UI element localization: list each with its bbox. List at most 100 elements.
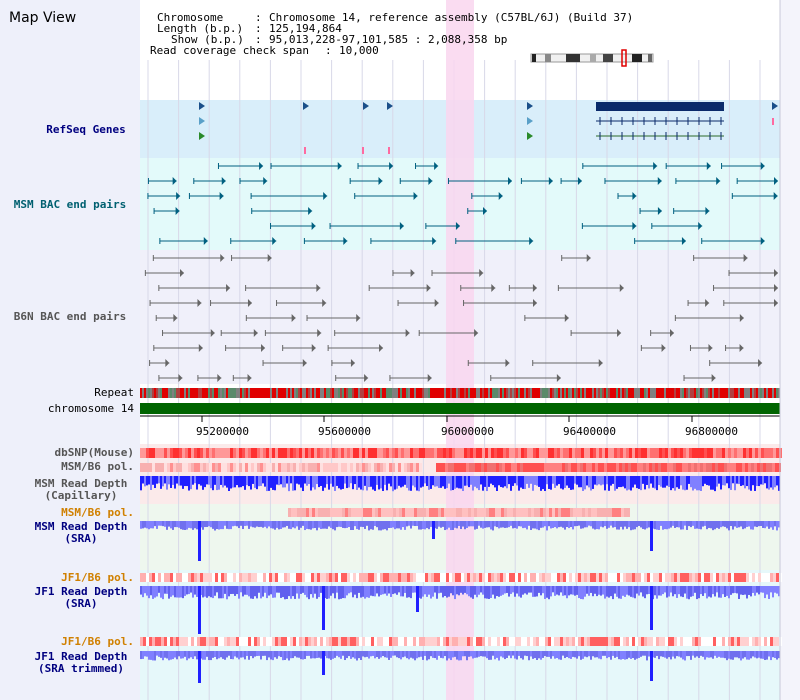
jf1-trim-depth-bar: [196, 651, 198, 660]
msm-cap-depth-bar: [280, 476, 282, 485]
repeat-mark: [290, 388, 292, 398]
jf1-sra-depth-bar: [700, 586, 702, 595]
track-label-msm-b6-pol[interactable]: MSM/B6 pol.: [61, 460, 134, 473]
track-label-dbsnp[interactable]: dbSNP(Mouse): [54, 446, 134, 459]
jf1-trim-depth-bar: [140, 651, 142, 660]
msm-sra-depth-bar: [306, 521, 308, 529]
repeat-mark: [366, 388, 368, 398]
repeat-mark: [738, 388, 740, 398]
repeat-mark: [752, 388, 754, 398]
repeat-mark: [174, 388, 176, 398]
dbsnp-mark: [173, 448, 176, 458]
repeat-mark: [656, 388, 658, 398]
jf1-pol-mark: [665, 573, 668, 582]
msm-sra-depth-bar: [480, 521, 482, 528]
repeat-mark: [226, 388, 228, 398]
track-label-msm-rd-sra[interactable]: MSM Read Depth (SRA): [22, 521, 140, 545]
jf1-pol2-mark: [446, 637, 449, 646]
jf1-trim-depth-bar: [164, 651, 166, 658]
dbsnp-mark: [758, 448, 761, 458]
msm-pol-mark: [395, 463, 398, 472]
jf1-pol-mark: [737, 573, 740, 582]
msm-pol-mark: [592, 463, 595, 472]
dbsnp-mark: [248, 448, 251, 458]
jf1-pol-mark: [590, 573, 593, 582]
msm-cap-depth-bar: [580, 476, 582, 488]
jf1-pol-mark: [212, 573, 215, 582]
track-label-jf1-b6-pol2[interactable]: JF1/B6 pol.: [61, 635, 134, 648]
msm-cap-depth-bar: [424, 476, 426, 484]
msm-bac-pair-end: [308, 207, 313, 215]
jf1-trim-depth-bar: [156, 651, 158, 656]
jf1-pol-mark: [338, 573, 341, 582]
jf1-sra-depth-bar: [770, 586, 772, 593]
msm-sra-depth-bar: [580, 521, 582, 529]
repeat-mark: [408, 388, 410, 398]
jf1-pol2-mark: [680, 637, 683, 646]
b6n-bac-pair-end: [505, 359, 510, 367]
msm-sra-depth-bar: [148, 521, 150, 530]
jf1-trim-depth-bar: [776, 651, 778, 660]
msm-bac-pair-end: [323, 192, 328, 200]
dbsnp-mark: [536, 448, 539, 458]
repeat-mark: [546, 388, 548, 398]
msm-cap-depth-bar: [380, 476, 382, 489]
msm-pol2-mark: [624, 508, 627, 517]
repeat-mark: [498, 388, 500, 398]
jf1-trim-depth-bar: [562, 651, 564, 656]
track-label-msm-rd-cap[interactable]: MSM Read Depth (Capillary): [22, 478, 140, 502]
repeat-mark: [522, 388, 524, 398]
msm-sra-depth-bar: [394, 521, 396, 530]
repeat-mark: [412, 388, 414, 398]
jf1-sra-depth-bar: [206, 586, 208, 598]
track-label-repeat[interactable]: Repeat: [94, 386, 134, 399]
jf1-trim-depth-bar: [522, 651, 524, 660]
jf1-pol2-mark: [635, 637, 638, 646]
track-label-refseq[interactable]: RefSeq Genes: [46, 123, 126, 136]
jf1-trim-depth-bar: [248, 651, 250, 660]
msm-cap-depth-bar: [300, 476, 302, 488]
jf1-pol-mark: [692, 573, 695, 582]
msm-pol2-mark: [420, 508, 423, 517]
jf1-trim-depth-bar: [150, 651, 152, 660]
jf1-sra-depth-bar: [218, 586, 220, 599]
track-label-jf1-rd-sra[interactable]: JF1 Read Depth (SRA): [22, 586, 140, 610]
jf1-trim-depth-bar: [624, 651, 626, 660]
msm-pol-mark: [365, 463, 368, 472]
msm-sra-depth-bar: [714, 521, 716, 530]
track-label-jf1-rd-trim[interactable]: JF1 Read Depth (SRA trimmed): [22, 651, 140, 675]
msm-sra-depth-bar: [352, 521, 354, 530]
msm-sra-depth-bar: [386, 521, 388, 531]
msm-pol-mark: [700, 463, 703, 472]
jf1-pol-mark: [488, 573, 491, 582]
msm-pol-mark: [374, 463, 377, 472]
jf1-pol2-mark: [533, 637, 536, 646]
repeat-mark: [490, 388, 492, 398]
jf1-sra-depth-bar: [278, 586, 280, 593]
jf1-pol-mark: [287, 573, 290, 582]
msm-cap-depth-bar: [538, 476, 540, 487]
jf1-pol-mark: [509, 573, 512, 582]
jf1-pol-mark: [698, 573, 701, 582]
msm-sra-depth-bar: [612, 521, 614, 528]
msm-pol-mark: [643, 463, 646, 472]
jf1-trim-depth-bar: [580, 651, 582, 660]
jf1-sra-depth-bar: [538, 586, 540, 593]
jf1-pol2-mark: [728, 637, 731, 646]
jf1-pol2-mark: [269, 637, 272, 646]
msm-bac-pair-end: [221, 177, 226, 185]
jf1-pol-mark: [179, 573, 182, 582]
track-label-chromosome[interactable]: chromosome 14: [47, 402, 134, 415]
msm-pol-mark: [200, 463, 203, 472]
dbsnp-mark: [446, 448, 449, 458]
msm-sra-depth-bar: [538, 521, 540, 531]
jf1-sra-depth-bar: [686, 586, 688, 599]
track-label-jf1-b6-pol[interactable]: JF1/B6 pol.: [61, 571, 134, 584]
msm-sra-depth-bar: [244, 521, 246, 526]
repeat-mark: [496, 388, 498, 398]
track-label-msm-b6-pol2[interactable]: MSM/B6 pol.: [61, 506, 134, 519]
track-label-b6n-bac[interactable]: B6N BAC end pairs: [13, 310, 127, 323]
track-label-msm-bac[interactable]: MSM BAC end pairs: [13, 198, 127, 211]
jf1-pol2-mark: [347, 637, 350, 646]
